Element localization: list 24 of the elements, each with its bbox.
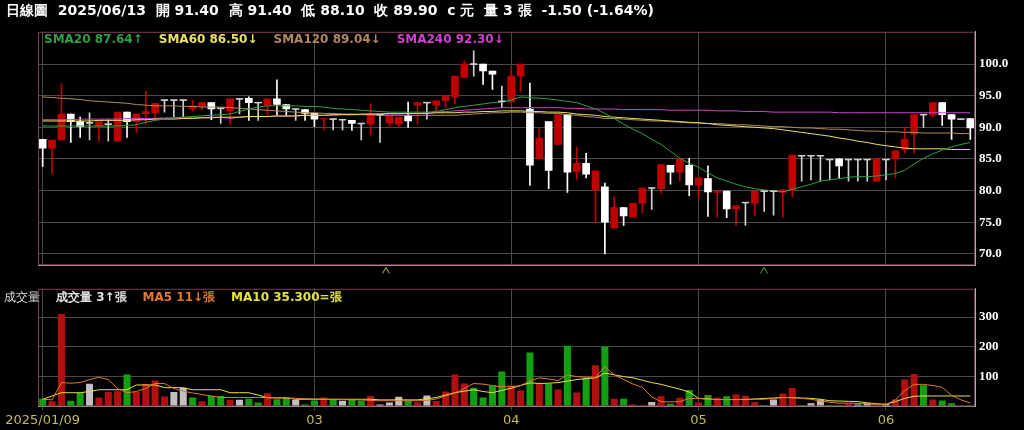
text: MA10 35.300=張 [231,289,342,306]
text: SMA20 87.64↑ [44,32,143,46]
chart-title: 成交量 [4,289,40,306]
series-label: 成交量 3↑張 [56,289,127,306]
y-tick-label: 85.0 [979,150,1002,166]
text: MA5 11↓張 [142,289,216,306]
x-tick-label: 03 [306,411,323,427]
y-tick-label: 70.0 [979,245,1002,261]
y-tick-label: 100 [979,367,999,383]
x-tick-label: 04 [502,411,520,427]
x-tick-label: 05 [690,411,707,427]
text: SMA120 89.04↓ [273,32,381,46]
y-tick-label: 75.0 [979,213,1002,229]
y-tick-label: 100.0 [979,55,1009,71]
y-tick-label: 90.0 [979,118,1002,134]
x-tick-label: 2025/01/09 [5,411,81,427]
y-tick-label: 80.0 [979,181,1002,197]
y-tick-label: 300 [979,308,999,324]
text: SMA60 86.50↓ [158,32,258,46]
y-tick-label: 200 [979,338,999,354]
y-tick-label: 95.0 [979,87,1002,103]
x-tick-label: 06 [877,411,895,427]
text: SMA240 92.30↓ [396,32,504,46]
chart-title: 日線圖 2025/06/13 開 91.40 高 91.40 低 88.10 收 89.90 c 元 量 3 張 -1.50 (-1.64%) [5,1,655,20]
